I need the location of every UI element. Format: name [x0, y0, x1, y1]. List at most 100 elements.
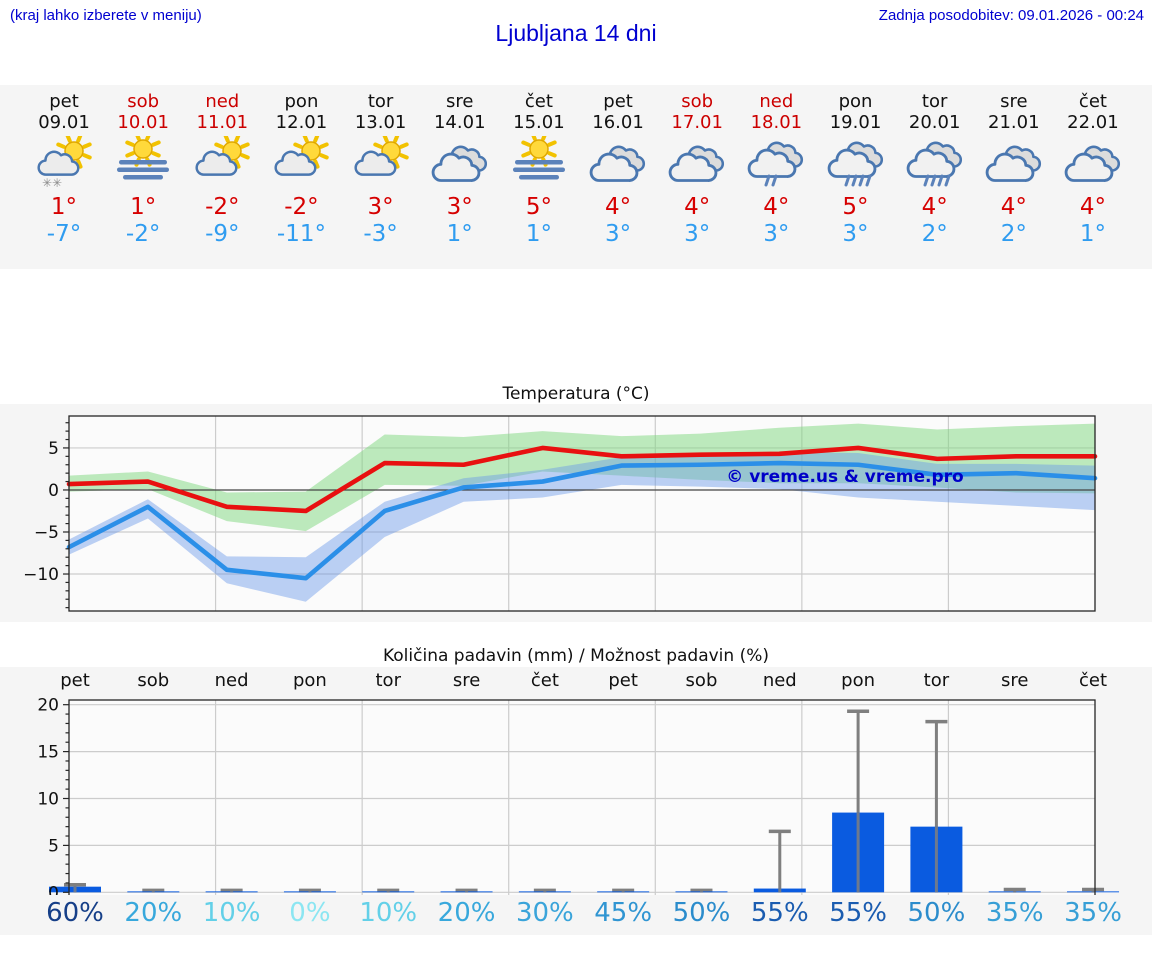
precip-probability-label: 30% — [515, 898, 574, 928]
temp-ytick-label: 0 — [48, 481, 59, 501]
svg-text:✳✳: ✳✳ — [42, 176, 62, 188]
precipitation-chart: 0 5 10 15 20 pet sob ned pon tor sre čet pet sob ned p… — [0, 667, 1152, 935]
day-icon: ✳✳ — [19, 133, 109, 190]
day-date: 15.01 — [513, 112, 565, 133]
weather-icon-cloudy — [1064, 145, 1120, 182]
weather-icon-cloudy — [985, 145, 1041, 182]
day-min-temp: 3° — [684, 221, 711, 247]
day-icon — [415, 136, 505, 188]
precip-probability-label: 35% — [985, 898, 1044, 928]
day-min-temp: -11° — [276, 221, 326, 247]
precipitation-chart-canvas: 0 5 10 15 20 — [37, 696, 1120, 895]
precip-probability-label: 20% — [437, 898, 496, 928]
day-max-temp: 5° — [842, 194, 869, 220]
precip-probability-label: 10% — [202, 898, 261, 928]
weather-icon-sun-cloud — [274, 133, 330, 176]
day-name: tor — [921, 91, 948, 112]
precip-day-label: čet — [1079, 670, 1108, 691]
day-date: 12.01 — [275, 112, 328, 133]
day-icon — [890, 136, 980, 188]
day-cell-20.01: tor 20.01 4° 2° — [890, 91, 980, 248]
precip-ytick-label: 5 — [48, 836, 59, 856]
day-date: 10.01 — [117, 112, 169, 133]
precip-probability-label: 50% — [672, 898, 731, 928]
weather-icon-cloud-rain — [906, 141, 962, 187]
day-max-temp: 1° — [130, 194, 157, 220]
day-cell-11.01: ned 11.01 -2° -9° — [177, 91, 267, 248]
precip-probability-label: 0% — [289, 898, 331, 928]
menu-hint-text: (kraj lahko izberete v meniju) — [10, 7, 202, 24]
weather-icon-cloud-light-rain — [748, 141, 804, 187]
day-name: sob — [127, 91, 160, 112]
day-name: sre — [446, 91, 474, 112]
day-name: sob — [681, 91, 714, 112]
day-name: pet — [603, 91, 633, 112]
day-icon — [811, 136, 901, 188]
day-cell-14.01: sre 14.01 3° 1° — [415, 91, 505, 248]
day-date: 09.01 — [38, 112, 90, 133]
page-title: Ljubljana 14 dni — [495, 20, 657, 46]
weather-icon-cloudy — [431, 145, 487, 182]
day-icon — [1048, 136, 1138, 188]
temp-ytick-label: −5 — [34, 523, 59, 543]
day-icon — [336, 133, 426, 188]
day-cell-18.01: ned 18.01 4° 3° — [731, 91, 821, 248]
temperature-chart-title: Temperatura (°C) — [502, 384, 650, 404]
day-max-temp: -2° — [205, 194, 240, 220]
watermark-text: © vreme.us & vreme.pro — [726, 467, 963, 487]
day-date: 13.01 — [354, 112, 407, 133]
precip-probability-label: 45% — [594, 898, 653, 928]
precip-day-label: ned — [762, 670, 797, 691]
precip-day-label: sre — [452, 670, 481, 691]
day-date: 11.01 — [196, 112, 249, 133]
day-date: 18.01 — [750, 112, 803, 133]
precip-day-label: tor — [375, 670, 401, 691]
day-name: ned — [759, 91, 794, 112]
weather-icon-cloudy — [668, 145, 725, 182]
day-max-temp: 4° — [684, 194, 711, 220]
day-max-temp: 4° — [763, 194, 790, 220]
day-name: pon — [838, 91, 873, 112]
day-icon — [494, 131, 584, 188]
day-min-temp: 2° — [1000, 221, 1027, 247]
day-date: 14.01 — [433, 112, 486, 133]
day-date: 20.01 — [908, 112, 961, 133]
day-date: 22.01 — [1067, 112, 1119, 133]
day-max-temp: 3° — [367, 194, 394, 220]
day-icon — [652, 136, 742, 188]
day-name: ned — [205, 91, 240, 112]
precip-probability-label: 35% — [1064, 898, 1122, 928]
temp-ytick-label: −10 — [23, 565, 59, 585]
day-max-temp: 4° — [1079, 194, 1106, 220]
weather-icon-cloudy — [589, 145, 646, 182]
precip-day-label: čet — [530, 670, 559, 691]
day-icon — [969, 136, 1059, 188]
day-icon — [256, 133, 346, 188]
precip-probability-label: 55% — [829, 898, 887, 928]
precip-day-label: pon — [292, 670, 327, 691]
day-cell-16.01: pet 16.01 4° 3° — [573, 91, 663, 248]
precip-probability-label: 50% — [907, 898, 966, 928]
day-icon — [573, 136, 663, 188]
precip-day-label: pet — [608, 670, 638, 691]
precip-ytick-label: 20 — [37, 696, 59, 716]
day-cell-12.01: pon 12.01 -2° -11° — [256, 91, 346, 248]
day-max-temp: 5° — [525, 194, 552, 220]
day-icon — [177, 133, 267, 188]
day-min-temp: -3° — [363, 221, 398, 247]
day-date: 21.01 — [988, 112, 1040, 133]
temperature-chart-canvas: −10 −5 0 5 © vreme.us & vreme.pro — [23, 415, 1098, 612]
precip-probability-label: 20% — [124, 898, 183, 928]
precip-probability-label: 10% — [359, 898, 418, 928]
day-cell-13.01: tor 13.01 3° -3° — [336, 91, 426, 248]
precip-day-label: pet — [60, 670, 90, 691]
day-name: čet — [1078, 91, 1107, 112]
day-cell-17.01: sob 17.01 4° 3° — [652, 91, 742, 248]
precip-probability-label: 55% — [750, 898, 809, 928]
weather-icon-cloud-rain — [827, 141, 883, 187]
precip-day-label: sob — [137, 670, 170, 691]
precip-probability-label: 60% — [46, 898, 104, 928]
precip-day-label: tor — [923, 670, 950, 691]
day-name: čet — [524, 91, 553, 112]
